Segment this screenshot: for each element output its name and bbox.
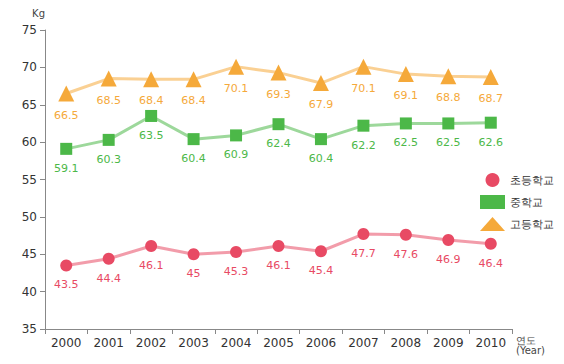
svg-text:46.1: 46.1 — [266, 259, 291, 272]
svg-text:68.4: 68.4 — [181, 94, 206, 107]
svg-text:68.5: 68.5 — [96, 94, 121, 107]
svg-text:46.1: 46.1 — [139, 259, 164, 272]
svg-text:45: 45 — [22, 247, 37, 261]
svg-text:2000: 2000 — [51, 336, 82, 350]
svg-text:46.9: 46.9 — [436, 253, 461, 266]
svg-text:45.4: 45.4 — [309, 264, 334, 277]
svg-text:45: 45 — [187, 267, 201, 280]
svg-text:69.1: 69.1 — [394, 89, 419, 102]
svg-text:연도: 연도 — [516, 334, 536, 346]
svg-text:65: 65 — [22, 98, 37, 112]
svg-text:2004: 2004 — [221, 336, 252, 350]
svg-text:2009: 2009 — [433, 336, 464, 350]
svg-text:고등학교: 고등학교 — [510, 218, 554, 231]
svg-text:75: 75 — [22, 23, 37, 37]
svg-text:60.4: 60.4 — [309, 152, 334, 165]
svg-text:60.4: 60.4 — [181, 152, 206, 165]
svg-text:2007: 2007 — [348, 336, 379, 350]
svg-text:43.5: 43.5 — [54, 278, 79, 291]
svg-text:69.3: 69.3 — [266, 88, 291, 101]
svg-text:2008: 2008 — [391, 336, 422, 350]
svg-text:초등학교: 초등학교 — [510, 174, 554, 187]
svg-text:2003: 2003 — [178, 336, 209, 350]
svg-text:62.5: 62.5 — [436, 136, 461, 149]
svg-text:62.4: 62.4 — [266, 137, 291, 150]
svg-text:35: 35 — [22, 322, 37, 336]
svg-text:2005: 2005 — [263, 336, 294, 350]
svg-text:60.9: 60.9 — [224, 148, 249, 161]
svg-text:50: 50 — [22, 210, 37, 224]
svg-text:60: 60 — [22, 135, 37, 149]
svg-text:68.4: 68.4 — [139, 94, 164, 107]
svg-text:62.6: 62.6 — [479, 136, 504, 149]
svg-text:45.3: 45.3 — [224, 265, 249, 278]
svg-text:68.7: 68.7 — [479, 92, 504, 105]
svg-text:55: 55 — [22, 173, 37, 187]
svg-text:60.3: 60.3 — [96, 153, 121, 166]
svg-text:47.7: 47.7 — [351, 247, 376, 260]
svg-text:46.4: 46.4 — [479, 257, 504, 270]
svg-text:Kg: Kg — [32, 8, 45, 19]
svg-text:63.5: 63.5 — [139, 129, 164, 142]
svg-text:70.1: 70.1 — [224, 82, 249, 95]
svg-text:(Year): (Year) — [516, 345, 545, 356]
svg-text:59.1: 59.1 — [54, 162, 79, 175]
svg-text:2002: 2002 — [136, 336, 167, 350]
svg-text:66.5: 66.5 — [54, 109, 79, 122]
svg-text:70.1: 70.1 — [351, 82, 376, 95]
svg-text:중학교: 중학교 — [510, 196, 543, 209]
svg-text:67.9: 67.9 — [309, 98, 334, 111]
svg-text:70: 70 — [22, 60, 37, 74]
svg-text:44.4: 44.4 — [96, 272, 121, 285]
svg-text:68.8: 68.8 — [436, 91, 461, 104]
svg-text:2010: 2010 — [475, 336, 506, 350]
svg-text:62.5: 62.5 — [394, 136, 419, 149]
svg-text:2006: 2006 — [306, 336, 337, 350]
svg-text:40: 40 — [22, 285, 37, 299]
svg-text:47.6: 47.6 — [394, 248, 419, 261]
svg-text:2001: 2001 — [93, 336, 124, 350]
svg-text:62.2: 62.2 — [351, 139, 376, 152]
